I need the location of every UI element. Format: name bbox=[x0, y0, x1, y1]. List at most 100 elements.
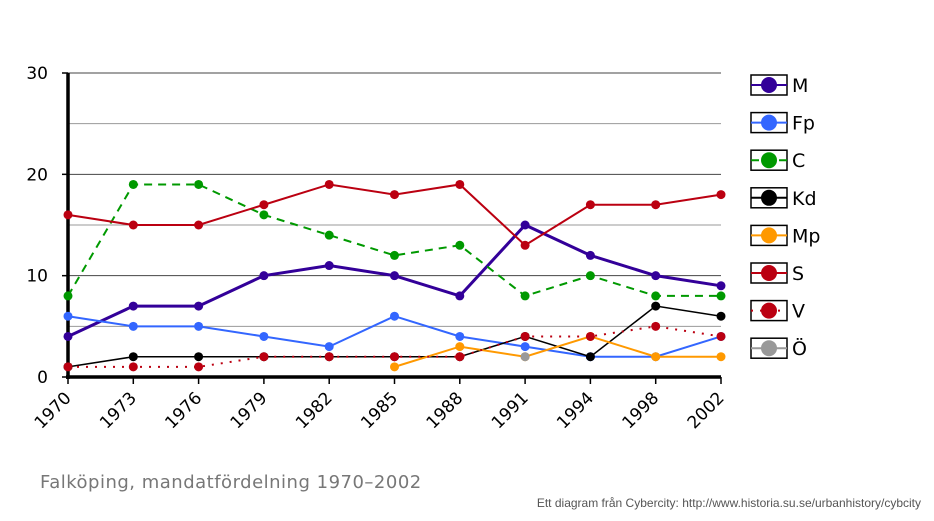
data-point bbox=[390, 250, 399, 260]
data-point bbox=[520, 342, 530, 352]
data-point bbox=[455, 240, 465, 250]
legend-label: V bbox=[792, 301, 805, 323]
data-point bbox=[716, 291, 726, 301]
legend-label: Fp bbox=[792, 113, 815, 135]
legend-marker bbox=[761, 189, 777, 206]
data-point bbox=[716, 352, 726, 362]
x-tick-label: 1998 bbox=[619, 388, 664, 433]
legend-label: C bbox=[792, 150, 805, 172]
data-point bbox=[259, 271, 269, 281]
data-point bbox=[128, 220, 138, 230]
data-point bbox=[390, 362, 399, 372]
data-point bbox=[63, 210, 73, 220]
data-point bbox=[259, 200, 269, 210]
data-point bbox=[520, 220, 530, 230]
y-tick-label: 10 bbox=[26, 267, 48, 287]
x-tick-label: 1985 bbox=[357, 388, 402, 433]
data-point bbox=[520, 352, 530, 362]
legend-marker bbox=[761, 340, 777, 357]
data-point bbox=[63, 291, 73, 301]
data-point bbox=[259, 352, 269, 362]
data-point bbox=[63, 311, 73, 321]
legend-label: Mp bbox=[792, 225, 820, 247]
data-point bbox=[128, 321, 138, 331]
data-point bbox=[455, 291, 465, 301]
series-line bbox=[67, 183, 721, 298]
data-point bbox=[520, 331, 530, 341]
x-tick-label: 1970 bbox=[31, 388, 76, 433]
legend-item-c: C bbox=[750, 149, 805, 172]
data-point bbox=[585, 352, 595, 362]
legend-marker bbox=[761, 152, 777, 169]
data-point bbox=[128, 179, 138, 189]
legend-label: Ö bbox=[792, 337, 807, 360]
data-point bbox=[259, 210, 269, 220]
data-point bbox=[194, 301, 204, 311]
chart-credit: Ett diagram från Cybercity: http://www.h… bbox=[536, 496, 921, 510]
legend-label: Kd bbox=[792, 188, 817, 210]
y-tick-label: 0 bbox=[37, 368, 48, 388]
legend-marker bbox=[761, 77, 777, 93]
data-point bbox=[716, 281, 726, 291]
data-point bbox=[324, 179, 334, 189]
data-point bbox=[128, 362, 138, 372]
data-point bbox=[390, 271, 399, 281]
data-point bbox=[585, 250, 595, 260]
data-point bbox=[390, 352, 399, 362]
data-point bbox=[651, 301, 661, 311]
data-point bbox=[585, 200, 595, 210]
data-point bbox=[520, 240, 530, 250]
legend-item-m: M bbox=[750, 74, 808, 97]
y-tick-label: 30 bbox=[26, 64, 48, 84]
data-point bbox=[585, 271, 595, 281]
data-point bbox=[194, 352, 204, 362]
series-line bbox=[67, 315, 722, 358]
data-point bbox=[324, 261, 334, 271]
series-v bbox=[63, 321, 726, 372]
x-tick-label: 1976 bbox=[161, 388, 206, 433]
x-tick-label: 1982 bbox=[292, 388, 337, 433]
legend-item-fp: Fp bbox=[750, 111, 815, 135]
series-ö bbox=[520, 352, 530, 362]
legend-marker bbox=[761, 114, 777, 131]
data-point bbox=[716, 311, 726, 321]
data-point bbox=[651, 200, 661, 210]
data-point bbox=[716, 331, 726, 341]
series-c bbox=[63, 179, 726, 301]
legend-item-s: S bbox=[750, 262, 804, 285]
data-point bbox=[651, 291, 661, 301]
x-tick-label: 1973 bbox=[96, 388, 141, 433]
legend-item-mp: Mp bbox=[750, 224, 820, 247]
x-tick-label: 1979 bbox=[227, 388, 272, 433]
y-tick-label: 20 bbox=[26, 165, 48, 185]
data-point bbox=[194, 220, 204, 230]
legend-marker bbox=[761, 227, 777, 244]
data-point bbox=[128, 352, 138, 362]
x-tick-label: 1991 bbox=[488, 388, 533, 433]
data-point bbox=[63, 362, 73, 372]
legend-marker bbox=[761, 302, 777, 319]
legend-item-ö: Ö bbox=[750, 337, 807, 360]
legend-item-v: V bbox=[750, 299, 805, 323]
data-point bbox=[259, 331, 269, 341]
x-tick-label: 2002 bbox=[684, 388, 729, 433]
data-point bbox=[324, 352, 334, 362]
data-point bbox=[455, 331, 465, 341]
data-point bbox=[390, 190, 399, 200]
x-tick-label: 1994 bbox=[553, 388, 598, 433]
data-point bbox=[128, 301, 138, 311]
data-point bbox=[455, 342, 465, 352]
chart-title: Falköping, mandatfördelning 1970–2002 bbox=[40, 472, 422, 493]
data-point bbox=[63, 331, 73, 341]
data-point bbox=[455, 179, 465, 189]
data-point bbox=[651, 321, 661, 331]
x-tick-label: 1988 bbox=[423, 388, 468, 433]
data-point bbox=[585, 331, 595, 341]
legend-label: M bbox=[792, 75, 808, 97]
series-m bbox=[63, 220, 726, 341]
series-line bbox=[394, 335, 721, 368]
data-point bbox=[324, 342, 334, 352]
series-s bbox=[63, 179, 726, 250]
data-point bbox=[716, 190, 726, 200]
